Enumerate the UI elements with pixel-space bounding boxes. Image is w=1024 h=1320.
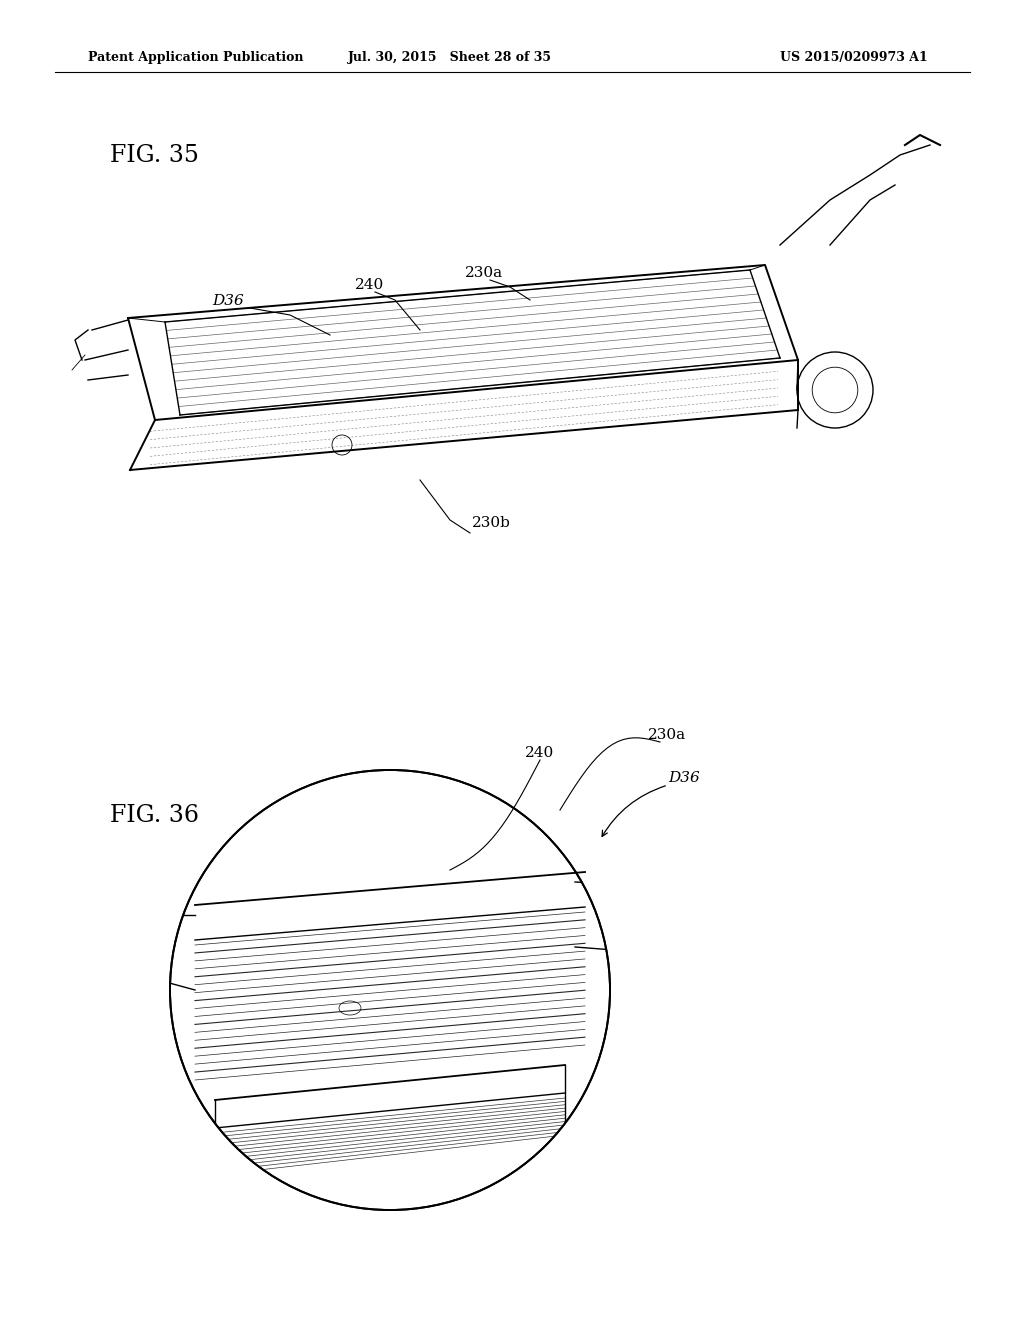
Text: FIG. 35: FIG. 35: [110, 144, 199, 166]
Text: D36: D36: [212, 294, 244, 308]
Circle shape: [170, 770, 610, 1210]
Text: 240: 240: [355, 279, 384, 292]
Text: Patent Application Publication: Patent Application Publication: [88, 51, 303, 65]
Text: 230a: 230a: [465, 267, 503, 280]
Text: D36: D36: [668, 771, 699, 785]
Text: FIG. 36: FIG. 36: [110, 804, 199, 826]
Text: Jul. 30, 2015   Sheet 28 of 35: Jul. 30, 2015 Sheet 28 of 35: [348, 51, 552, 65]
Text: 230a: 230a: [648, 729, 686, 742]
Text: US 2015/0209973 A1: US 2015/0209973 A1: [780, 51, 928, 65]
Text: 240: 240: [525, 746, 554, 760]
Text: 230b: 230b: [472, 516, 511, 531]
